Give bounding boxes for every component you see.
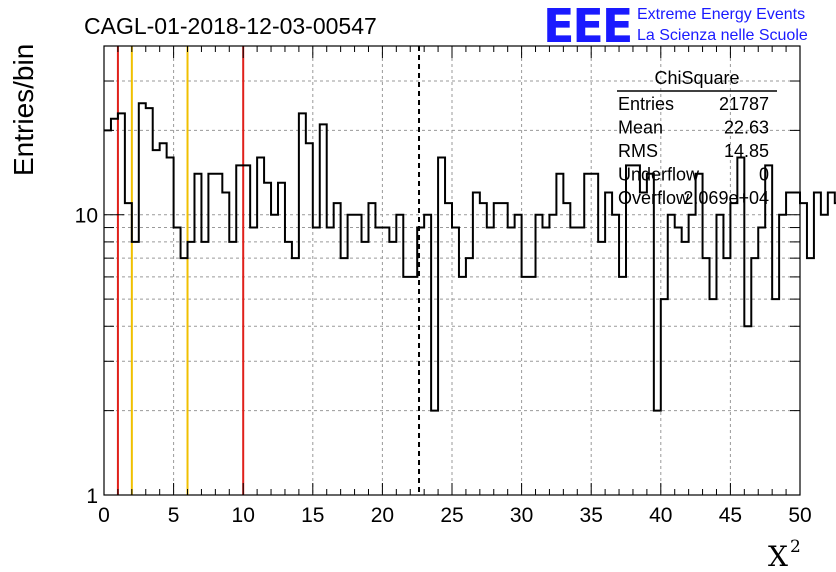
- x-tick-label: 40: [649, 504, 672, 527]
- eee-logo: EEE Extreme Energy Events La Scienza nel…: [543, 0, 808, 53]
- eee-logo-mark: EEE: [543, 0, 631, 53]
- x-tick-label: 45: [719, 504, 742, 527]
- stats-box: ChiSquare Entries 21787 Mean 22.63 RMS 14.85 U…: [617, 68, 777, 208]
- x-tick-label: 10: [232, 504, 255, 527]
- x-axis-label-text: X: [768, 540, 788, 572]
- x-tick-labels: 0 5 10 15 20 25 30 35 40 45 50: [98, 504, 812, 527]
- stats-row-label: Mean: [618, 118, 663, 138]
- y-tick-labels: 1 10: [75, 205, 98, 508]
- stats-box-title: ChiSquare: [654, 68, 739, 88]
- y-tick-label: 1: [86, 485, 98, 508]
- x-tick-label: 50: [788, 504, 811, 527]
- grid-lines: [104, 46, 800, 495]
- eee-logo-line2: La Scienza nelle Scuole: [637, 27, 808, 44]
- stats-row-value: 14.85: [724, 141, 769, 161]
- x-tick-label: 0: [98, 504, 110, 527]
- axis-ticks: [103, 45, 801, 496]
- x-axis-label: X 2: [768, 537, 801, 572]
- marker-lines: [116, 46, 421, 495]
- stats-row-value: 22.63: [724, 118, 769, 138]
- x-tick-label: 20: [371, 504, 394, 527]
- x-tick-label: 25: [440, 504, 463, 527]
- stats-row-value: 21787: [719, 94, 769, 114]
- chart-title: CAGL-01-2018-12-03-00547: [84, 13, 377, 39]
- stats-row-label: Entries: [618, 94, 674, 114]
- stats-row-label: Underflow: [618, 165, 700, 185]
- y-tick-label: 10: [75, 205, 98, 228]
- x-axis-label-superscript: 2: [790, 537, 801, 557]
- stats-row-value: 0: [759, 165, 769, 185]
- eee-logo-line1: Extreme Energy Events: [637, 6, 805, 23]
- x-tick-label: 30: [510, 504, 533, 527]
- x-tick-label: 5: [168, 504, 180, 527]
- y-axis-label: Entries/bin: [8, 44, 39, 176]
- stats-row-label: Overflow: [618, 188, 690, 208]
- x-tick-label: 15: [301, 504, 324, 527]
- x-tick-label: 35: [580, 504, 603, 527]
- stats-row-label: RMS: [618, 141, 658, 161]
- stats-row-value: 2.069e+04: [683, 188, 769, 208]
- histogram-series: [104, 102, 836, 412]
